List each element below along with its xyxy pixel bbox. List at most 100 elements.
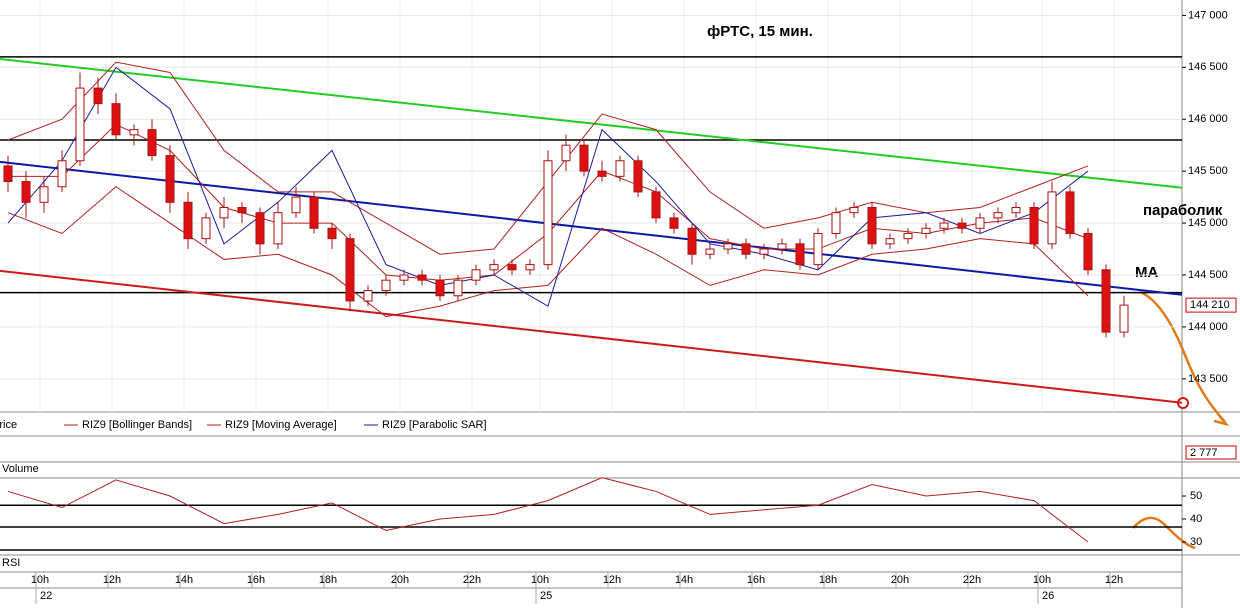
candle-body (381, 279, 391, 292)
candle-body (669, 217, 679, 229)
candle-body (723, 243, 733, 250)
rsi-tick-label: 50 (1190, 490, 1202, 502)
candle-body (57, 160, 67, 188)
candle-body (3, 165, 13, 183)
candle-body (597, 170, 607, 177)
x-tick-label: 22h (963, 574, 981, 586)
candle-body (39, 186, 49, 203)
candle-body (921, 227, 931, 234)
candle-body (957, 222, 967, 229)
candle-body (1083, 232, 1093, 271)
candle-body (507, 264, 517, 271)
chart-title: фРТС, 15 мин. (707, 23, 813, 40)
candle-body (849, 207, 859, 214)
candle-body (75, 87, 85, 162)
candle-body (795, 243, 805, 266)
y-tick-label: 144 500 (1188, 269, 1228, 281)
x-tick-label: 16h (247, 574, 265, 586)
y-tick-label: 144 000 (1188, 321, 1228, 333)
annotation: MA (1135, 264, 1158, 281)
candle-body (831, 212, 841, 234)
date-label: 26 (1042, 590, 1054, 602)
x-tick-label: 10h (31, 574, 49, 586)
x-tick-label: 18h (319, 574, 337, 586)
candle-body (687, 227, 697, 255)
x-tick-label: 10h (531, 574, 549, 586)
candle-body (759, 248, 769, 255)
legend-label: Price (0, 419, 17, 431)
rsi-line (7, 477, 1089, 543)
value-box (1185, 445, 1237, 460)
legend-label: RIZ9 [Parabolic SAR] (382, 419, 487, 431)
candle-body (579, 144, 589, 172)
candle-body (399, 274, 409, 281)
panel-label: RSI (2, 557, 20, 569)
candle-body (939, 222, 949, 229)
last-price-box (1185, 297, 1237, 313)
panel-label: Volume (2, 463, 39, 475)
y-tick-label: 143 500 (1188, 373, 1228, 385)
date-label: 25 (540, 590, 552, 602)
candle-body (813, 232, 823, 266)
candle-body (201, 217, 211, 240)
candle-body (1047, 191, 1057, 245)
candle-body (1011, 207, 1021, 214)
candle-body (777, 243, 787, 250)
y-tick-label: 147 000 (1188, 9, 1228, 21)
arrow-head (1213, 413, 1230, 427)
candle-body (219, 207, 229, 219)
candle-body (633, 160, 643, 193)
x-tick-label: 18h (819, 574, 837, 586)
candle-body (309, 196, 319, 229)
x-tick-label: 14h (175, 574, 193, 586)
candle-body (453, 279, 463, 297)
trendline (0, 58, 1183, 189)
y-tick-label: 146 000 (1188, 113, 1228, 125)
candle-body (615, 160, 625, 177)
candle-body (1119, 304, 1129, 333)
candle-body (471, 269, 481, 281)
candle-body (1101, 269, 1111, 333)
y-tick-label: 145 000 (1188, 217, 1228, 229)
candle-body (435, 279, 445, 297)
candle-body (417, 274, 427, 281)
x-tick-label: 10h (1033, 574, 1051, 586)
legend-label: RIZ9 [Bollinger Bands] (82, 419, 192, 431)
candle-body (543, 160, 553, 266)
x-tick-label: 16h (747, 574, 765, 586)
x-tick-label: 22h (463, 574, 481, 586)
candle-body (363, 290, 373, 302)
candle-body (165, 155, 175, 203)
candle-body (327, 227, 337, 240)
candle-body (111, 103, 121, 136)
candle-body (489, 264, 499, 271)
parabolic-sar (7, 66, 1089, 307)
annotation: параболик (1143, 202, 1223, 219)
candle-body (705, 248, 715, 255)
last-price: 144 210 (1190, 299, 1230, 311)
trendline (0, 160, 1183, 296)
rsi-tick-label: 30 (1190, 536, 1202, 548)
candle-body (1029, 207, 1039, 245)
x-tick-label: 14h (675, 574, 693, 586)
volume-last: 2 777 (1190, 447, 1218, 459)
x-tick-label: 20h (391, 574, 409, 586)
candle-body (885, 238, 895, 245)
date-label: 22 (40, 590, 52, 602)
candle-body (237, 207, 247, 214)
candle-body (291, 196, 301, 214)
candle-body (867, 207, 877, 245)
candle-body (993, 212, 1003, 219)
candle-body (561, 144, 571, 162)
legend-label: RIZ9 [Moving Average] (225, 419, 337, 431)
candle-body (1065, 191, 1075, 234)
candle-body (147, 129, 157, 157)
rsi-tick-label: 40 (1190, 513, 1202, 525)
candle-body (273, 212, 283, 245)
candle-body (903, 232, 913, 240)
candle-body (129, 129, 139, 136)
candle-body (345, 238, 355, 302)
x-tick-label: 12h (1105, 574, 1123, 586)
y-tick-label: 146 500 (1188, 61, 1228, 73)
